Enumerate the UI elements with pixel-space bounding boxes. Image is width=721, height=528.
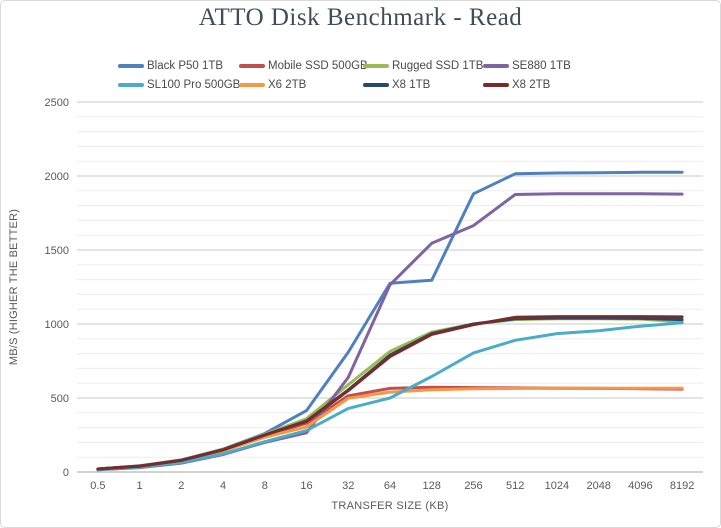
legend-swatch [363, 64, 389, 68]
legend-swatch [239, 83, 265, 87]
y-tick-label: 1000 [45, 319, 69, 331]
x-tick-label: 8192 [670, 480, 694, 492]
legend-item-x8-2tb: X8 2TB [483, 79, 571, 91]
legend-label: X8 2TB [512, 79, 551, 91]
x-tick-label: 512 [506, 480, 524, 492]
x-tick-label: 32 [342, 480, 354, 492]
legend-item-sl100-pro-500gb: SL100 Pro 500GB [118, 79, 241, 91]
legend-item-rugged-ssd-1tb: Rugged SSD 1TB [363, 60, 483, 72]
y-tick-label: 2000 [45, 171, 69, 183]
x-tick-label: 4 [220, 480, 226, 492]
legend-label: Rugged SSD 1TB [392, 60, 484, 72]
x-tick-label: 128 [423, 480, 441, 492]
legend-label: Mobile SSD 500GB [268, 60, 368, 72]
x-tick-label: 0.5 [90, 480, 105, 492]
legend-label: Black P50 1TB [147, 60, 224, 72]
legend-item-x8-1tb: X8 1TB [363, 79, 483, 91]
x-tick-label: 16 [300, 480, 312, 492]
legend-item-se880-1tb: SE880 1TB [483, 60, 571, 72]
x-tick-label: 8 [262, 480, 268, 492]
legend-item-mobile-ssd-500gb: Mobile SSD 500GB [239, 60, 368, 72]
legend-label: SL100 Pro 500GB [147, 79, 241, 91]
y-tick-label: 500 [51, 393, 69, 405]
y-tick-label: 2500 [45, 97, 69, 109]
y-axis-title: MB/S (HIGHER THE BETTER) [8, 209, 20, 365]
x-tick-label: 1 [137, 480, 143, 492]
series-line-x8-2tb [96, 315, 684, 471]
legend-item-x6-2tb: X6 2TB [239, 79, 363, 91]
y-tick-label: 1500 [45, 245, 69, 257]
series-line-rugged-ssd-1tb [96, 317, 684, 471]
x-tick-label: 1024 [545, 480, 569, 492]
x-tick-label: 256 [464, 480, 482, 492]
legend-label: X6 2TB [268, 79, 307, 91]
legend-swatch [483, 83, 509, 87]
legend: Black P50 1TB Mobile SSD 500GB Rugged SSD … [118, 60, 571, 91]
legend-item-black-p50-1tb: Black P50 1TB [118, 60, 239, 72]
x-axis-title: TRANSFER SIZE (KB) [331, 500, 448, 512]
chart-title: ATTO Disk Benchmark - Read [198, 4, 523, 31]
y-tick-label: 0 [63, 467, 69, 479]
legend-swatch [239, 64, 265, 68]
legend-label: X8 1TB [392, 79, 431, 91]
legend-label: SE880 1TB [512, 60, 571, 72]
x-tick-label: 2 [178, 480, 184, 492]
legend-swatch [118, 83, 144, 87]
x-tick-label: 2048 [586, 480, 610, 492]
series-line-sl100-pro-500gb [96, 321, 684, 472]
x-tick-label: 64 [384, 480, 396, 492]
x-tick-label: 4096 [628, 480, 652, 492]
series-line-black-p50-1tb [96, 170, 684, 471]
legend-swatch [483, 64, 509, 68]
legend-swatch [118, 64, 144, 68]
legend-swatch [363, 83, 389, 87]
